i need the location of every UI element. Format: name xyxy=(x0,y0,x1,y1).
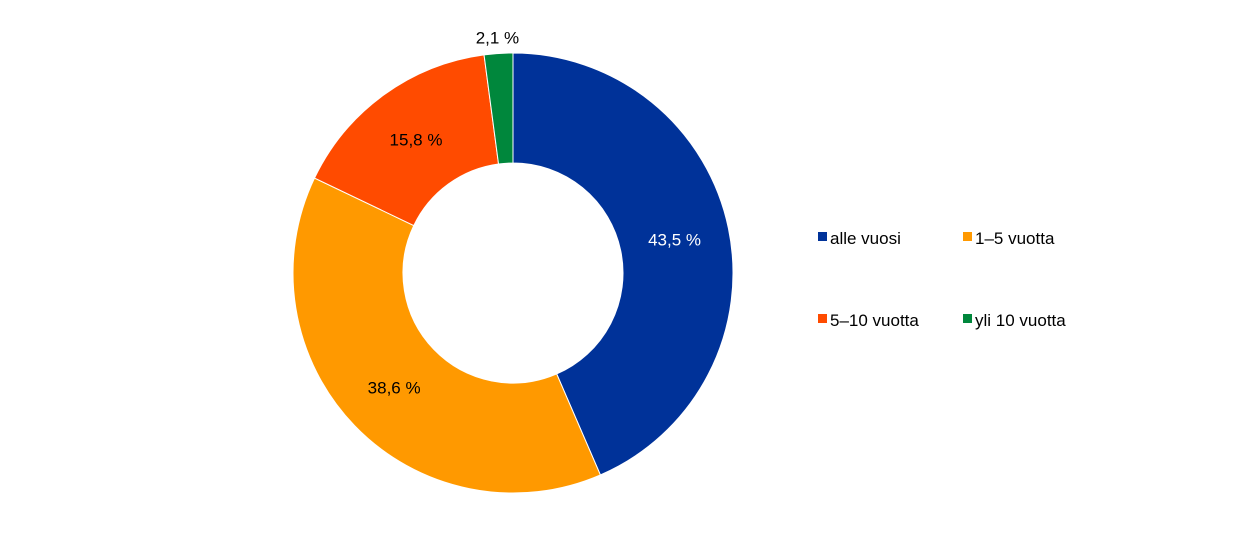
slice-alle-vuosi xyxy=(512,52,734,476)
data-label: 43,5 % xyxy=(648,231,701,250)
legend-swatch xyxy=(963,314,972,323)
legend-swatch xyxy=(818,232,827,241)
slice-yli-10-vuotta xyxy=(483,52,514,165)
legend-swatch xyxy=(963,232,972,241)
legend-label: yli 10 vuotta xyxy=(975,311,1066,330)
legend-label: alle vuosi xyxy=(830,229,901,248)
legend-label: 5–10 vuotta xyxy=(830,311,919,330)
data-label: 2,1 % xyxy=(476,29,519,48)
data-label: 38,6 % xyxy=(368,378,421,397)
legend-label: 1–5 vuotta xyxy=(975,229,1055,248)
legend-swatch xyxy=(818,314,827,323)
slice-5-10-vuotta xyxy=(313,54,500,227)
slice-1-5-vuotta xyxy=(292,177,602,494)
data-label: 15,8 % xyxy=(390,131,443,150)
